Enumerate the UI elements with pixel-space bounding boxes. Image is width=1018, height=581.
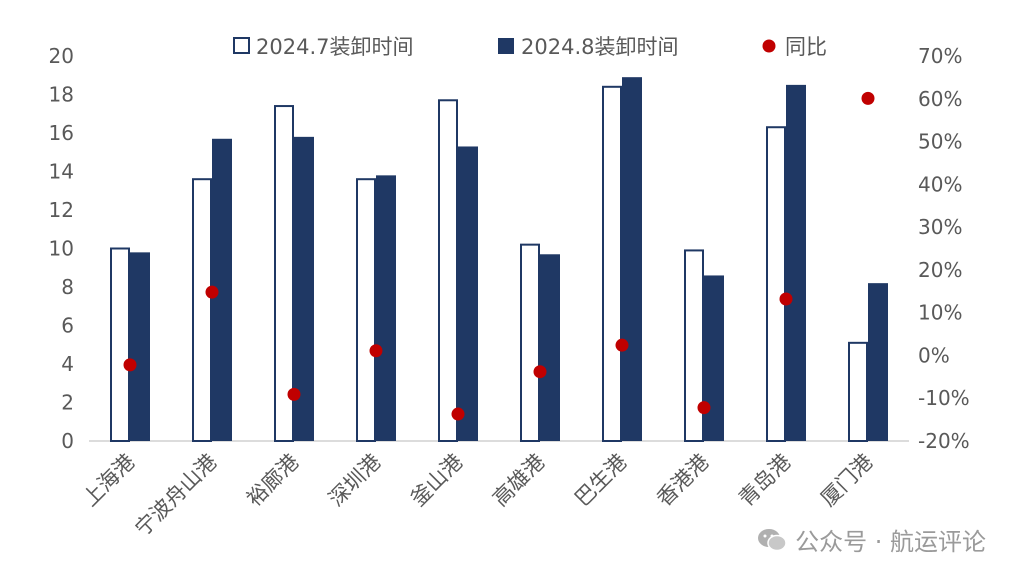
y-right-tick-label: 50% <box>918 130 962 154</box>
bar-2024-7 <box>356 178 376 442</box>
y-left-tick-label: 6 <box>61 314 74 338</box>
bar-2024-8 <box>212 138 232 441</box>
yoy-point <box>287 387 301 401</box>
yoy-point <box>697 401 711 415</box>
y-left-tick-label: 8 <box>61 275 74 299</box>
x-tick-label: 高雄港 <box>488 450 550 512</box>
bar-2024-7 <box>520 243 540 442</box>
bar-2024-8 <box>540 254 560 441</box>
legend-label-2024-7: 2024.7装卸时间 <box>256 35 413 59</box>
x-tick-label: 青岛港 <box>734 450 796 512</box>
y-right-tick-label: 30% <box>918 215 962 239</box>
y-left-tick-label: 4 <box>61 352 74 376</box>
y-right-tick-label: -10% <box>918 386 970 410</box>
y-right-tick-label: 0% <box>918 343 950 367</box>
yoy-point <box>123 358 137 372</box>
bar-2024-8 <box>868 283 888 441</box>
bar-2024-8 <box>130 252 150 441</box>
watermark-text: 公众号 · 航运评论 <box>795 528 986 556</box>
bar-2024-7 <box>602 85 622 443</box>
x-tick-label: 釜山港 <box>406 450 468 512</box>
yoy-point <box>533 365 547 379</box>
yoy-point <box>451 407 465 421</box>
x-tick-label: 裕廊港 <box>242 450 304 512</box>
watermark: 公众号 · 航运评论 <box>757 522 986 557</box>
legend-swatch-yoy <box>762 39 776 53</box>
y-left-tick-label: 10 <box>49 237 74 261</box>
bar-2024-7 <box>684 249 704 442</box>
x-tick-label: 巴生港 <box>570 450 632 512</box>
y-right-tick-label: 40% <box>918 172 962 196</box>
yoy-point <box>615 338 629 352</box>
bar-2024-7 <box>438 99 458 443</box>
wechat-icon <box>758 528 787 551</box>
y-left-tick-label: 12 <box>49 198 74 222</box>
yoy-point <box>205 285 219 299</box>
bar-2024-7 <box>110 247 130 442</box>
bar-2024-7 <box>766 126 786 442</box>
bar-2024-7 <box>274 105 294 443</box>
yoy-point <box>369 344 383 358</box>
y-left-tick-label: 20 <box>49 44 74 68</box>
bar-2024-7 <box>192 178 212 442</box>
x-tick-label: 宁波舟山港 <box>130 450 221 541</box>
y-right-tick-label: 70% <box>918 44 962 68</box>
bar-2024-8 <box>786 84 806 441</box>
yoy-point <box>779 292 793 306</box>
bar-2024-8 <box>704 275 724 441</box>
y-right-tick-label: 20% <box>918 258 962 282</box>
legend-label-yoy: 同比 <box>785 35 827 59</box>
y-left-tick-label: 18 <box>49 83 74 107</box>
y-left-tick-label: 2 <box>61 391 74 415</box>
y-left-tick-label: 14 <box>49 160 74 184</box>
bar-2024-8 <box>294 136 314 441</box>
legend-swatch-2024-7 <box>233 37 250 54</box>
bar-2024-7 <box>848 341 868 443</box>
bar-2024-8 <box>376 175 396 441</box>
bar-2024-8 <box>622 77 642 442</box>
x-tick-label: 上海港 <box>78 450 140 512</box>
legend-swatch-2024-8 <box>498 38 514 54</box>
y-right-tick-label: 60% <box>918 87 962 111</box>
y-left-tick-label: 16 <box>49 121 74 145</box>
y-right-tick-label: -20% <box>918 429 970 453</box>
y-right-tick-label: 10% <box>918 301 962 325</box>
x-tick-label: 厦门港 <box>816 450 878 512</box>
y-left-tick-label: 0 <box>61 429 74 453</box>
bar-2024-8 <box>458 146 478 441</box>
legend-label-2024-8: 2024.8装卸时间 <box>521 35 678 59</box>
yoy-point <box>861 91 875 105</box>
x-tick-label: 香港港 <box>652 450 714 512</box>
x-tick-label: 深圳港 <box>324 450 386 512</box>
